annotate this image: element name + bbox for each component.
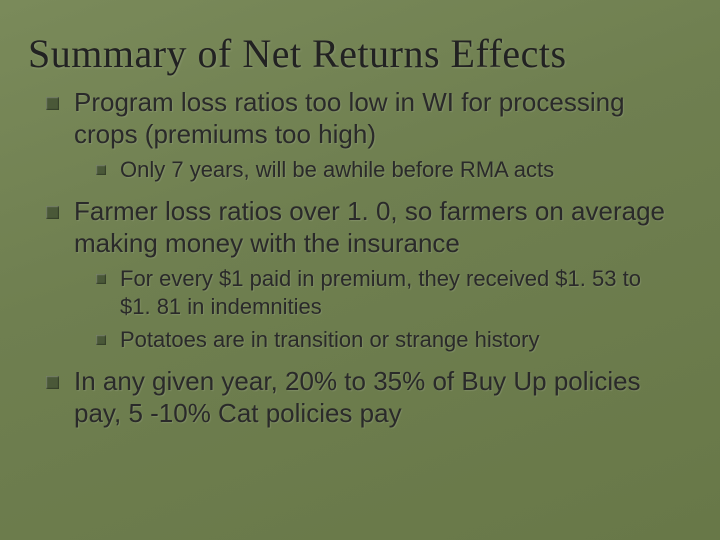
sub-list-item: Only 7 years, will be awhile before RMA … xyxy=(92,156,670,184)
slide-title: Summary of Net Returns Effects xyxy=(0,0,720,87)
list-item: In any given year, 20% to 35% of Buy Up … xyxy=(40,366,670,429)
sub-list: For every $1 paid in premium, they recei… xyxy=(74,265,670,354)
bullet-list: Program loss ratios too low in WI for pr… xyxy=(0,87,720,429)
sub-list-item: For every $1 paid in premium, they recei… xyxy=(92,265,670,320)
sub-list-item-text: Potatoes are in transition or strange hi… xyxy=(120,327,539,352)
list-item-text: Program loss ratios too low in WI for pr… xyxy=(74,87,625,149)
sub-list-item-text: For every $1 paid in premium, they recei… xyxy=(120,266,641,319)
sub-list: Only 7 years, will be awhile before RMA … xyxy=(74,156,670,184)
sub-list-item: Potatoes are in transition or strange hi… xyxy=(92,326,670,354)
sub-list-item-text: Only 7 years, will be awhile before RMA … xyxy=(120,157,554,182)
slide: Summary of Net Returns Effects Program l… xyxy=(0,0,720,540)
list-item: Program loss ratios too low in WI for pr… xyxy=(40,87,670,184)
list-item-text: Farmer loss ratios over 1. 0, so farmers… xyxy=(74,196,665,258)
list-item-text: In any given year, 20% to 35% of Buy Up … xyxy=(74,366,641,428)
list-item: Farmer loss ratios over 1. 0, so farmers… xyxy=(40,196,670,354)
